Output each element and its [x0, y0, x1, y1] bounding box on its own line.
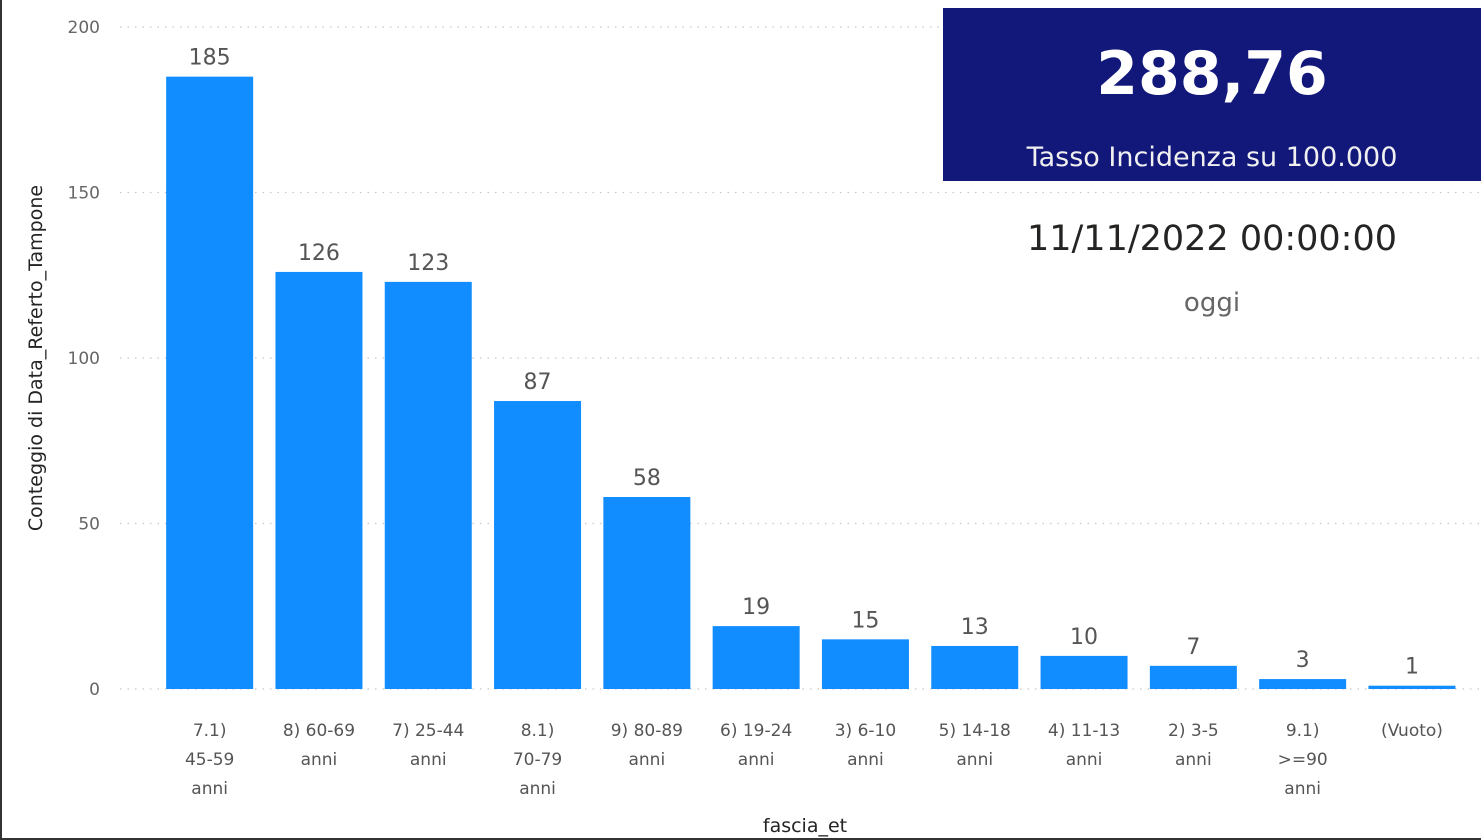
x-axis-title: fascia_et	[763, 815, 847, 837]
x-tick-label-line: anni	[1284, 779, 1321, 799]
x-tick-label-line: 3) 6-10	[835, 721, 896, 741]
bar[interactable]	[1368, 685, 1456, 689]
data-label: 15	[851, 608, 879, 633]
x-tick-label: (Vuoto)	[1381, 721, 1443, 741]
date-caption: oggi	[1183, 288, 1241, 318]
x-tick-label-line: anni	[519, 779, 556, 799]
x-tick-label: 7.1) 45-59 anni	[185, 721, 234, 799]
x-tick-label-line: 7.1)	[193, 721, 227, 741]
bar[interactable]	[603, 497, 691, 689]
x-tick-label: 6) 19-24 anni	[720, 721, 792, 770]
kpi-label: Tasso Incidenza su 100.000	[1026, 142, 1398, 173]
y-tick-label: 0	[89, 680, 100, 700]
y-tick-label: 150	[68, 184, 100, 204]
x-tick-label: 7) 25-44 anni	[392, 721, 464, 770]
x-tick-label-line: 9) 80-89	[611, 721, 683, 741]
bars	[166, 76, 1456, 689]
bar[interactable]	[1149, 665, 1237, 689]
x-tick-label: 8.1) 70-79 anni	[513, 721, 562, 799]
y-axis-title: Conteggio di Data_Referto_Tampone	[25, 185, 47, 531]
x-tick-label-line: 45-59	[185, 750, 234, 770]
y-tick-label: 100	[68, 349, 100, 369]
x-tick-label: 3) 6-10 anni	[835, 721, 896, 770]
x-tick-label-line: 6) 19-24	[720, 721, 792, 741]
bar[interactable]	[712, 626, 800, 689]
x-tick-label-line: 9.1)	[1286, 721, 1320, 741]
x-tick-label-line: 8) 60-69	[283, 721, 355, 741]
x-tick-label-line: anni	[628, 750, 665, 770]
x-tick-label-line: anni	[301, 750, 338, 770]
bar[interactable]	[275, 271, 363, 689]
x-tick-label-line: 8.1)	[521, 721, 555, 741]
data-label: 126	[298, 241, 340, 266]
y-axis-ticks: 0 50 100 150 200	[68, 18, 100, 700]
data-label: 58	[633, 466, 661, 491]
y-tick-label: 50	[78, 515, 100, 535]
data-labels: 185 126 123 87 58 19 15 13 10 7 3 1	[189, 46, 1419, 680]
bar[interactable]	[821, 639, 909, 689]
data-label: 185	[189, 46, 231, 71]
x-tick-label-line: anni	[956, 750, 993, 770]
bar[interactable]	[1040, 655, 1128, 689]
x-tick-label-line: anni	[847, 750, 884, 770]
data-label: 87	[524, 370, 552, 395]
data-label: 123	[407, 251, 449, 276]
bar[interactable]	[384, 281, 472, 689]
x-tick-label-line: anni	[191, 779, 228, 799]
data-label: 13	[961, 615, 989, 640]
x-tick-label-line: anni	[410, 750, 447, 770]
kpi-card: 288,76 Tasso Incidenza su 100.000	[943, 8, 1481, 181]
bar[interactable]	[1259, 679, 1347, 689]
x-tick-label-line: 2) 3-5	[1168, 721, 1219, 741]
x-tick-label: 2) 3-5 anni	[1168, 721, 1219, 770]
x-tick-label: 8) 60-69 anni	[283, 721, 355, 770]
bar[interactable]	[494, 401, 582, 689]
bar[interactable]	[166, 76, 254, 689]
x-tick-label-line: anni	[738, 750, 775, 770]
data-label: 3	[1296, 648, 1310, 673]
data-label: 10	[1070, 625, 1098, 650]
data-label: 19	[742, 595, 770, 620]
x-tick-label: 5) 14-18 anni	[939, 721, 1011, 770]
data-label: 1	[1405, 655, 1419, 680]
x-tick-label-line: 7) 25-44	[392, 721, 464, 741]
x-tick-label: 4) 11-13 anni	[1048, 721, 1120, 770]
x-tick-label-line: 70-79	[513, 750, 562, 770]
x-tick-label: 9) 80-89 anni	[611, 721, 683, 770]
bar[interactable]	[931, 645, 1019, 689]
x-tick-label-line: 5) 14-18	[939, 721, 1011, 741]
y-tick-label: 200	[68, 18, 100, 38]
kpi-value: 288,76	[1096, 39, 1328, 109]
x-tick-label-line: (Vuoto)	[1381, 721, 1443, 741]
x-tick-label-line: 4) 11-13	[1048, 721, 1120, 741]
x-tick-label: 9.1) >=90 anni	[1278, 721, 1328, 799]
x-tick-label-line: anni	[1066, 750, 1103, 770]
date-value: 11/11/2022 00:00:00	[1026, 219, 1398, 259]
data-label: 7	[1186, 635, 1200, 660]
x-tick-label-line: >=90	[1278, 750, 1328, 770]
x-tick-label-line: anni	[1175, 750, 1212, 770]
